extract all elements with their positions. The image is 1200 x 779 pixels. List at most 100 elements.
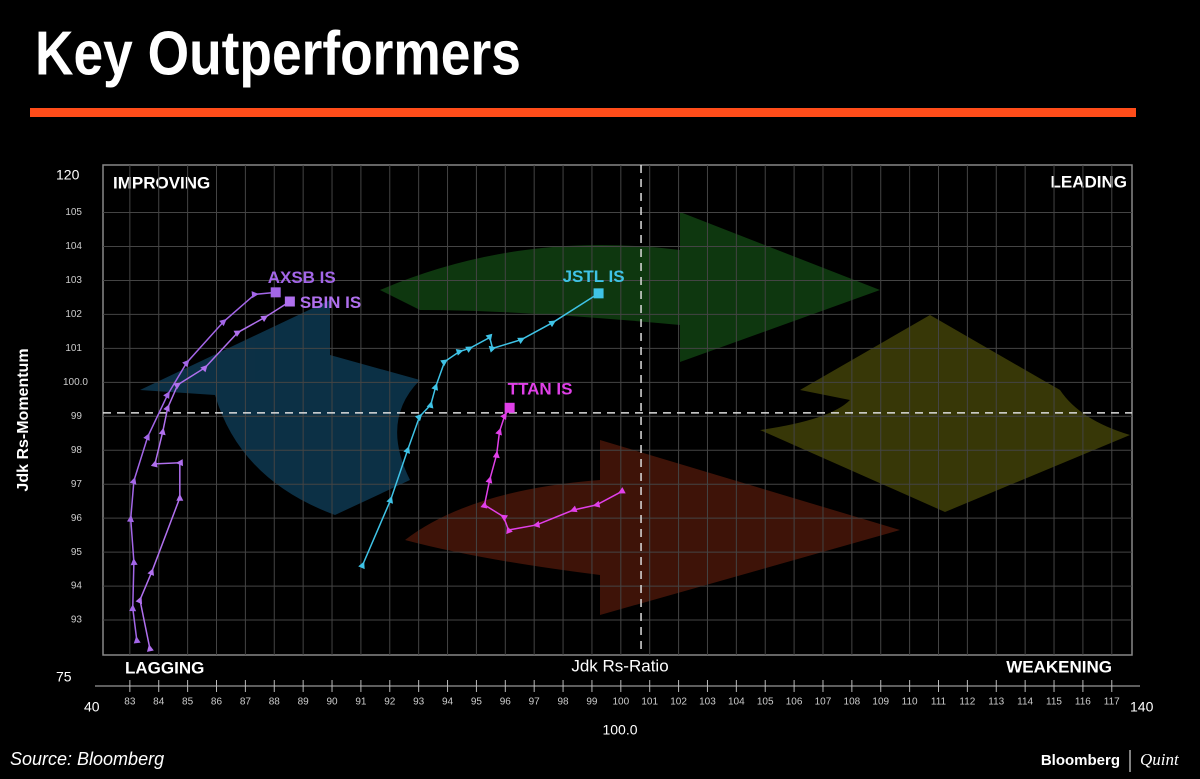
trail-point — [517, 337, 525, 345]
x-tick-label: 108 — [844, 697, 861, 708]
y-tick-label: 103 — [65, 275, 82, 286]
quadrant-label: WEAKENING — [1006, 657, 1112, 676]
quadrant-label: IMPROVING — [113, 173, 210, 192]
series-label: TTAN IS — [508, 379, 573, 398]
x-tick-label: 100 — [612, 697, 629, 708]
x-tick-label: 93 — [413, 697, 425, 708]
trail-point — [431, 382, 438, 391]
x-tick-label: 114 — [1017, 697, 1033, 708]
head-marker — [593, 288, 604, 299]
y-tick-label: 101 — [65, 343, 82, 354]
trail-point — [488, 345, 497, 353]
x-tick-label: 102 — [670, 697, 687, 708]
x-tick-label: 96 — [500, 697, 512, 708]
quadrant-label: LEADING — [1051, 172, 1128, 191]
trail-point — [130, 557, 138, 566]
trail-point — [219, 318, 227, 327]
x-axis-label: Jdk Rs-Ratio — [571, 656, 668, 675]
x-tick-label: 99 — [586, 697, 598, 708]
trail-point — [129, 604, 137, 612]
y-tick-label: 94 — [71, 581, 83, 592]
trail-point — [133, 636, 141, 644]
source: Source: Bloomberg — [10, 749, 164, 769]
trail-point — [548, 320, 557, 328]
x-tick-label: 88 — [269, 697, 281, 708]
x-tick-label: 113 — [988, 697, 1004, 708]
arrow-green — [380, 212, 880, 362]
trail-point — [506, 526, 513, 535]
arrow-blue — [140, 300, 420, 515]
x-tick-label: 83 — [124, 697, 136, 708]
trail — [361, 292, 599, 566]
y-tick-label: 99 — [71, 411, 83, 422]
x-tick-label: 115 — [1046, 697, 1062, 708]
trail-point — [386, 496, 393, 504]
x-tick-label: 117 — [1104, 697, 1120, 708]
x-tick-label: 91 — [355, 697, 367, 708]
x-tick-label: 97 — [529, 697, 541, 708]
trail-point — [617, 487, 626, 494]
y-tick-label: 105 — [65, 207, 82, 218]
y-tick-label: 102 — [65, 309, 82, 320]
x-tick-label: 111 — [931, 697, 947, 708]
trail-point — [426, 400, 434, 409]
quadrant-label: LAGGING — [125, 658, 204, 677]
trail-point — [233, 330, 242, 337]
y-tick-label: 98 — [71, 445, 83, 456]
trail-point — [129, 476, 137, 485]
x-tick-label: 87 — [240, 697, 252, 708]
trail-point — [147, 568, 155, 576]
head-marker — [270, 287, 281, 298]
trail-point — [592, 500, 601, 508]
trail-point — [146, 644, 154, 652]
head-marker — [284, 296, 295, 307]
trail-point — [455, 348, 464, 356]
x-tick-label: 101 — [641, 697, 658, 708]
trail-point — [163, 404, 170, 412]
brand: Quint — [1140, 750, 1180, 769]
y-tick-label: 100.0 — [63, 377, 88, 388]
trail-point — [163, 391, 170, 399]
y-end-label: 120 — [56, 167, 80, 183]
x-tick-label: 116 — [1075, 697, 1091, 708]
x-tick-label: 105 — [757, 697, 774, 708]
series-label: SBIN IS — [300, 293, 361, 312]
trail-point — [126, 514, 134, 523]
trail-point — [480, 500, 488, 509]
brand: Bloomberg — [1041, 752, 1120, 769]
trail-point — [173, 382, 182, 390]
x-tick-label: 109 — [872, 697, 889, 708]
trail-point — [414, 413, 423, 422]
y-tick-label: 93 — [71, 615, 83, 626]
x-tick-label: 84 — [153, 697, 165, 708]
x-tick-label: 89 — [298, 697, 310, 708]
x-tick-label: 92 — [384, 697, 396, 708]
series-label: JSTL IS — [563, 267, 625, 286]
chart-title: Key Outperformers — [35, 20, 521, 89]
x-tick-label: 98 — [557, 697, 569, 708]
x-tick-label: 94 — [442, 697, 454, 708]
trail-point — [182, 359, 190, 368]
y-tick-label: 95 — [71, 547, 83, 558]
trail-point — [143, 433, 150, 441]
trail-point — [485, 333, 493, 342]
trail-point — [500, 514, 508, 522]
arrow-red — [405, 440, 900, 615]
x-tick-label: 110 — [902, 697, 918, 708]
trail-point — [260, 315, 269, 323]
x-tick-label: 90 — [326, 697, 338, 708]
x-tick-label: 107 — [815, 697, 832, 708]
trail-point — [403, 446, 410, 454]
trail-point — [495, 427, 502, 436]
trail-point — [500, 412, 507, 421]
head-marker — [504, 402, 515, 413]
trail-point — [569, 505, 578, 513]
x-end-label: 140 — [1130, 699, 1154, 715]
trail-point — [200, 364, 208, 373]
title-rule — [30, 108, 1136, 117]
x-tick-label: 106 — [786, 697, 803, 708]
trail-point — [358, 561, 365, 570]
series-label: AXSB IS — [268, 268, 336, 287]
